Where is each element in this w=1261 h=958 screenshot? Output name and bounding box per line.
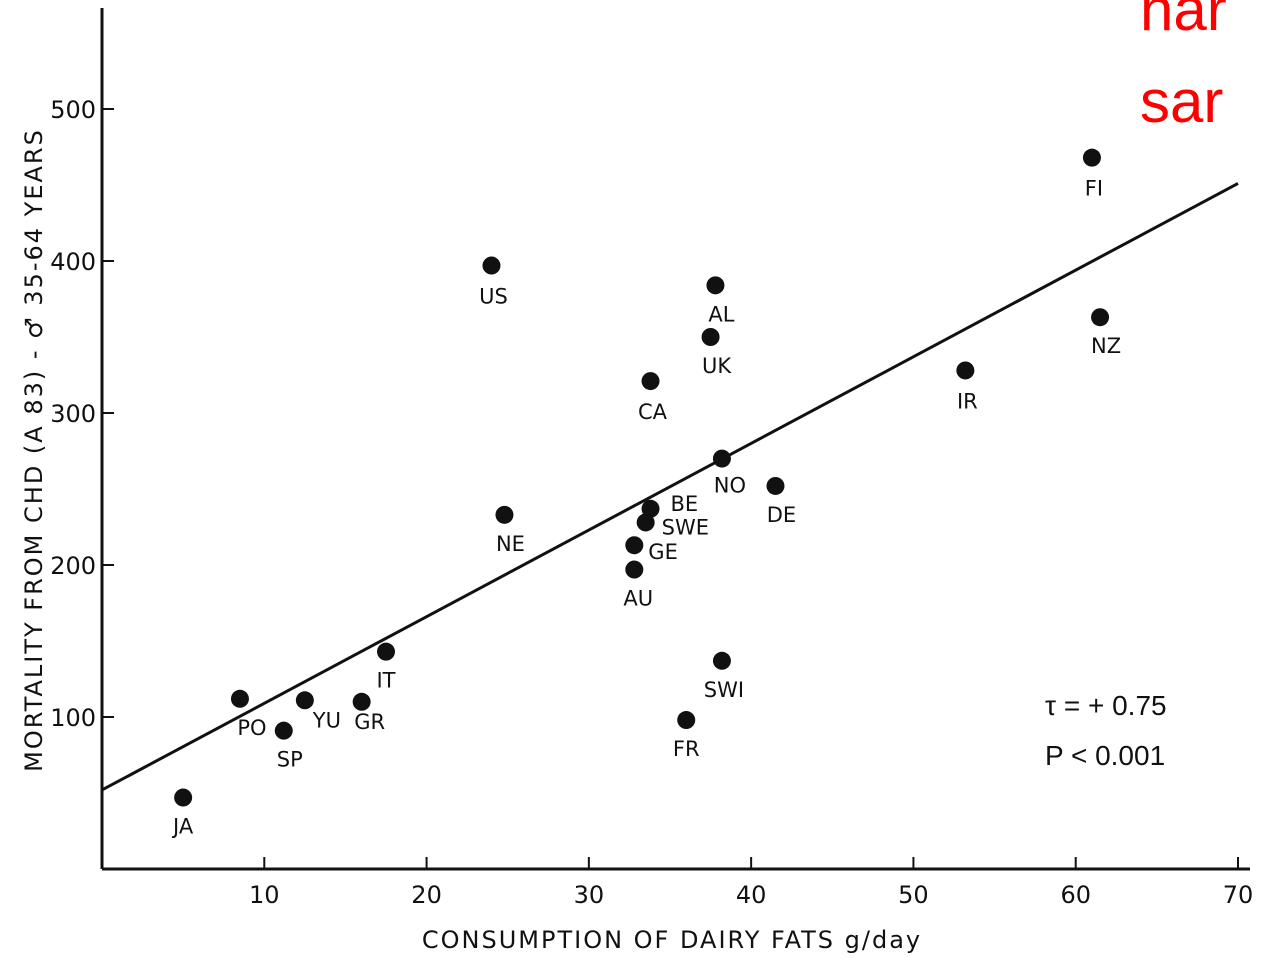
- x-tick-label: 30: [574, 881, 605, 909]
- data-point-sp: [274, 721, 293, 740]
- x-tick-label: 60: [1060, 881, 1091, 909]
- point-label-sp: SP: [277, 748, 303, 772]
- data-point-it: [377, 642, 395, 661]
- data-point-us: [482, 256, 501, 275]
- data-point-swi: [712, 651, 731, 670]
- data-point-gr: [352, 692, 371, 711]
- y-tick-label: 500: [50, 96, 96, 124]
- x-axis-label: CONSUMPTION OF DAIRY FATS g/day: [422, 926, 922, 954]
- y-tick-label: 400: [50, 248, 96, 276]
- data-point-de: [766, 476, 785, 495]
- y-tick-label: 300: [50, 400, 96, 428]
- data-point-uk: [701, 328, 720, 346]
- data-point-no: [712, 449, 731, 468]
- point-label-yu: YU: [312, 708, 341, 732]
- data-point-ir: [956, 361, 975, 380]
- point-label-no: NO: [714, 474, 746, 498]
- point-label-ca: CA: [638, 400, 668, 424]
- x-tick-label: 50: [898, 881, 929, 909]
- data-point-fr: [677, 711, 696, 730]
- data-point-yu: [295, 691, 314, 710]
- axes: [100, 8, 1250, 871]
- x-tick-label: 40: [736, 881, 767, 909]
- point-label-swe: SWE: [662, 515, 709, 539]
- point-label-nz: NZ: [1091, 334, 1121, 358]
- point-label-uk: UK: [702, 354, 732, 378]
- overlay-text-line-1: har: [1140, 0, 1227, 43]
- point-label-fi: FI: [1085, 177, 1103, 201]
- y-axis-label: MORTALITY FROM CHD (A 83) - ♂ 35-64 YEAR…: [20, 128, 48, 772]
- point-label-swi: SWI: [704, 678, 744, 702]
- overlay-text-line-2: sar: [1140, 68, 1223, 135]
- point-label-fr: FR: [673, 737, 700, 761]
- point-label-be: BE: [671, 492, 699, 516]
- data-point-ca: [641, 372, 660, 391]
- data-point-ja: [174, 788, 193, 807]
- data-point-po: [230, 689, 249, 708]
- tau-annotation: τ = + 0.75: [1045, 690, 1167, 721]
- point-label-ir: IR: [957, 389, 978, 413]
- regression-line: [101, 182, 1239, 792]
- point-label-de: DE: [767, 503, 796, 527]
- y-tick-label: 100: [50, 704, 96, 732]
- point-label-gr: GR: [354, 710, 385, 734]
- p-value-annotation: P < 0.001: [1045, 740, 1165, 771]
- data-point-be: [641, 499, 660, 518]
- point-label-ne: NE: [496, 532, 525, 556]
- data-point-nz: [1091, 308, 1110, 327]
- x-tick-label: 70: [1223, 881, 1254, 909]
- data-point-al: [706, 276, 725, 295]
- data-point-au: [625, 560, 644, 579]
- point-label-ge: GE: [648, 540, 678, 564]
- point-label-ja: JA: [171, 815, 194, 839]
- point-label-us: US: [479, 285, 508, 309]
- data-point-ge: [625, 536, 644, 555]
- data-point-swe: [636, 513, 655, 532]
- x-tick-label: 20: [411, 881, 442, 909]
- y-tick-label: 200: [50, 552, 96, 580]
- data-point-ne: [495, 505, 514, 524]
- point-label-it: IT: [376, 669, 395, 693]
- point-label-al: AL: [708, 302, 734, 326]
- point-label-au: AU: [623, 587, 653, 611]
- ticks: 10 20 30 40 50 60 70 100 200 300 400 500: [50, 96, 1253, 909]
- data-point-fi: [1082, 148, 1101, 167]
- point-label-po: PO: [237, 716, 266, 740]
- x-tick-label: 10: [249, 881, 280, 909]
